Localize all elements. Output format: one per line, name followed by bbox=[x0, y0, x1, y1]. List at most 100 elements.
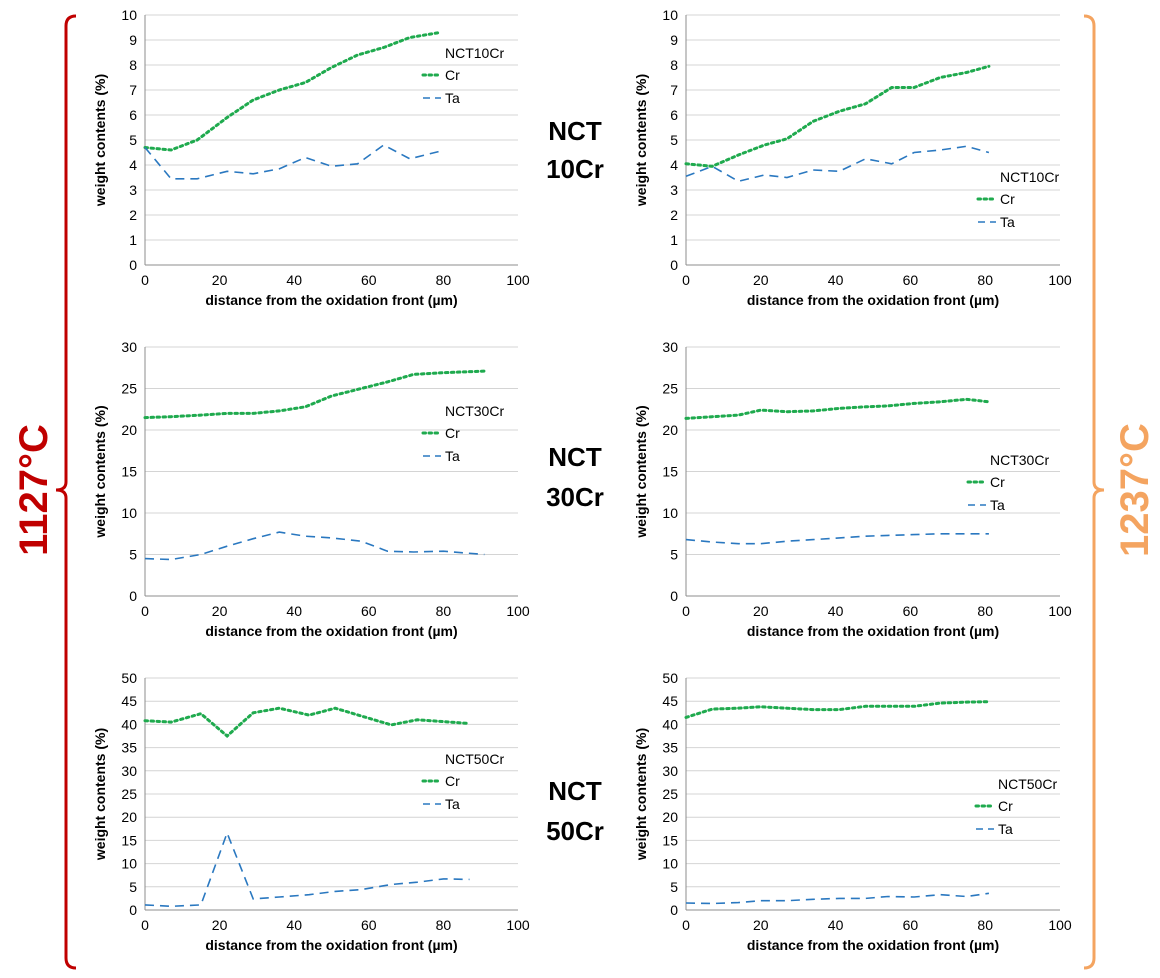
x-tick-label: 60 bbox=[361, 603, 377, 619]
legend-title: NCT50Cr bbox=[998, 776, 1057, 792]
y-tick-label: 3 bbox=[129, 182, 137, 198]
x-tick-label: 20 bbox=[753, 917, 769, 933]
x-axis-title: distance from the oxidation front (µm) bbox=[747, 937, 999, 953]
series-line-cr bbox=[684, 64, 991, 168]
y-tick-label: 6 bbox=[670, 107, 678, 123]
y-axis-title: weight contents (%) bbox=[633, 405, 649, 538]
left-temperature-label: 1127°C bbox=[12, 424, 56, 556]
y-tick-label: 30 bbox=[662, 763, 678, 779]
x-tick-label: 0 bbox=[141, 272, 149, 288]
x-tick-label: 100 bbox=[506, 917, 530, 933]
y-tick-label: 20 bbox=[121, 422, 137, 438]
series-line-ta bbox=[685, 892, 990, 905]
row-label-nct10cr-line1: NCT bbox=[548, 116, 602, 146]
y-tick-label: 25 bbox=[121, 381, 137, 397]
chart-panel-4: 0 5 10 15 20 25 30 0 20 40 60 80 100 distance from th… bbox=[633, 339, 1072, 639]
y-tick-label: 10 bbox=[662, 7, 678, 23]
y-tick-label: 30 bbox=[121, 339, 137, 355]
legend-title: NCT30Cr bbox=[990, 452, 1049, 468]
y-axis-title: weight contents (%) bbox=[633, 74, 649, 207]
y-tick-label: 20 bbox=[662, 422, 678, 438]
y-tick-label: 25 bbox=[121, 786, 137, 802]
x-tick-label: 0 bbox=[682, 603, 690, 619]
series-line-ta bbox=[144, 144, 440, 180]
y-tick-label: 40 bbox=[121, 716, 137, 732]
y-tick-label: 1 bbox=[670, 232, 678, 248]
chart-panel-6: 0 5 10 15 20 25 30 35 40 45 50 0 20 40 60 80 100 distance… bbox=[633, 670, 1072, 953]
x-tick-label: 40 bbox=[828, 917, 844, 933]
legend-label-cr: Cr bbox=[1000, 191, 1015, 207]
x-tick-label: 80 bbox=[436, 917, 452, 933]
y-tick-label: 8 bbox=[129, 57, 137, 73]
y-tick-label: 8 bbox=[670, 57, 678, 73]
x-axis-title: distance from the oxidation front (µm) bbox=[205, 292, 457, 308]
y-tick-label: 5 bbox=[670, 132, 678, 148]
series-line-ta bbox=[685, 145, 990, 183]
legend-label-ta: Ta bbox=[445, 448, 460, 464]
x-tick-label: 40 bbox=[286, 272, 302, 288]
y-tick-label: 0 bbox=[129, 588, 137, 604]
series-line-cr bbox=[143, 369, 486, 420]
series-line-cr bbox=[684, 397, 991, 420]
x-tick-label: 20 bbox=[753, 603, 769, 619]
y-tick-label: 20 bbox=[121, 809, 137, 825]
x-tick-label: 20 bbox=[212, 917, 228, 933]
y-tick-label: 15 bbox=[662, 832, 678, 848]
x-tick-label: 60 bbox=[903, 272, 919, 288]
y-tick-label: 6 bbox=[129, 107, 137, 123]
y-tick-label: 7 bbox=[129, 82, 137, 98]
legend-label-ta: Ta bbox=[445, 90, 460, 106]
y-tick-label: 45 bbox=[662, 693, 678, 709]
x-tick-label: 100 bbox=[1048, 603, 1072, 619]
row-label-nct50cr-line1: NCT bbox=[548, 776, 602, 806]
y-tick-label: 30 bbox=[121, 763, 137, 779]
chart-panel-3: 0 5 10 15 20 25 30 0 20 40 60 80 100 distance from th… bbox=[92, 339, 530, 639]
x-tick-label: 40 bbox=[286, 917, 302, 933]
legend-title: NCT30Cr bbox=[445, 403, 504, 419]
y-tick-label: 0 bbox=[670, 902, 678, 918]
y-tick-label: 4 bbox=[670, 157, 678, 173]
y-tick-label: 5 bbox=[670, 547, 678, 563]
legend-label-ta: Ta bbox=[445, 796, 460, 812]
legend-label-cr: Cr bbox=[990, 474, 1005, 490]
y-tick-label: 3 bbox=[670, 182, 678, 198]
legend-label-ta: Ta bbox=[1000, 214, 1015, 230]
x-tick-label: 60 bbox=[361, 272, 377, 288]
x-axis-title: distance from the oxidation front (µm) bbox=[747, 623, 999, 639]
y-tick-label: 10 bbox=[121, 505, 137, 521]
series-line-cr bbox=[684, 700, 991, 719]
x-tick-label: 80 bbox=[977, 917, 993, 933]
x-tick-label: 0 bbox=[141, 917, 149, 933]
x-axis-title: distance from the oxidation front (µm) bbox=[205, 937, 457, 953]
y-axis-title: weight contents (%) bbox=[633, 728, 649, 861]
x-tick-label: 60 bbox=[903, 917, 919, 933]
legend-label-cr: Cr bbox=[445, 425, 460, 441]
y-tick-label: 5 bbox=[129, 879, 137, 895]
legend-title: NCT10Cr bbox=[445, 45, 504, 61]
x-tick-label: 40 bbox=[828, 272, 844, 288]
legend-label-ta: Ta bbox=[998, 821, 1013, 837]
y-tick-label: 15 bbox=[662, 464, 678, 480]
y-tick-label: 35 bbox=[662, 740, 678, 756]
y-tick-label: 5 bbox=[129, 547, 137, 563]
y-tick-label: 25 bbox=[662, 381, 678, 397]
y-tick-label: 9 bbox=[129, 32, 137, 48]
legend-label-ta: Ta bbox=[990, 497, 1005, 513]
y-tick-label: 2 bbox=[129, 207, 137, 223]
x-tick-label: 100 bbox=[1048, 272, 1072, 288]
x-tick-label: 100 bbox=[506, 272, 530, 288]
y-tick-label: 10 bbox=[662, 856, 678, 872]
legend-label-cr: Cr bbox=[998, 798, 1013, 814]
x-tick-label: 40 bbox=[828, 603, 844, 619]
x-tick-label: 0 bbox=[682, 272, 690, 288]
y-tick-label: 4 bbox=[129, 157, 137, 173]
x-axis-title: distance from the oxidation front (µm) bbox=[205, 623, 457, 639]
x-tick-label: 20 bbox=[212, 603, 228, 619]
row-label-nct10cr-line2: 10Cr bbox=[546, 154, 604, 184]
x-tick-label: 100 bbox=[506, 603, 530, 619]
left-temperature-brace bbox=[55, 14, 77, 970]
